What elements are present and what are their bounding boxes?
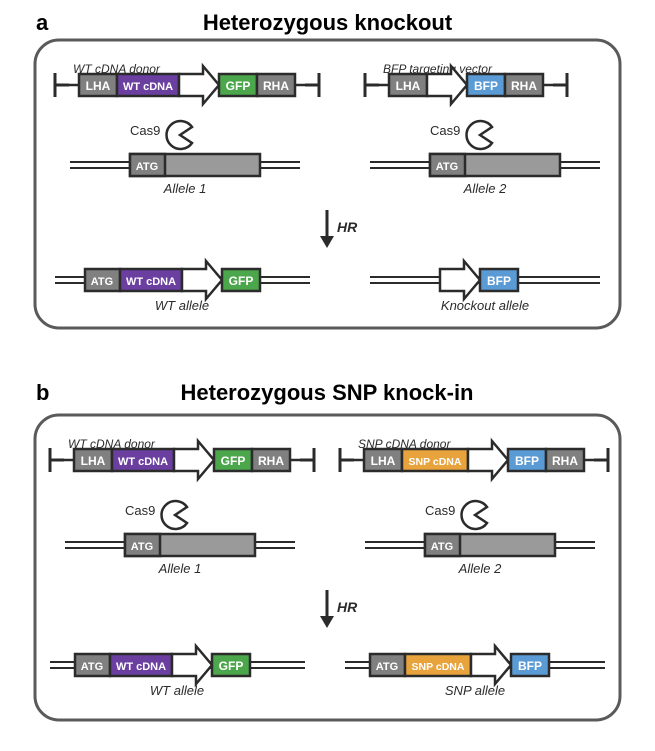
svg-text:ATG: ATG	[436, 161, 458, 173]
svg-text:Cas9: Cas9	[430, 123, 460, 138]
svg-text:RHA: RHA	[511, 79, 537, 93]
svg-text:Cas9: Cas9	[130, 123, 160, 138]
svg-text:BFP: BFP	[515, 454, 539, 468]
svg-text:GFP: GFP	[229, 274, 254, 288]
svg-text:ATG: ATG	[376, 661, 398, 673]
panel-b-title: Heterozygous SNP knock-in	[181, 380, 474, 405]
hr-arrow-a: HR	[320, 210, 358, 248]
svg-text:Allele 1: Allele 1	[158, 561, 202, 576]
allele2-a: Cas9 ATG Allele 2	[370, 121, 600, 196]
wt-cdna-donor-b: WT cDNA donor LHA WT cDNA GFP RHA	[50, 437, 314, 479]
svg-text:WT cDNA: WT cDNA	[118, 456, 168, 468]
svg-text:WT allele: WT allele	[155, 298, 209, 313]
snp-allele-result-b: ATG SNP cDNA BFP SNP allele	[345, 646, 605, 698]
svg-text:GFP: GFP	[219, 659, 244, 673]
svg-text:LHA: LHA	[86, 79, 111, 93]
svg-text:Knockout allele: Knockout allele	[441, 298, 529, 313]
wt-allele-result-b: ATG WT cDNA GFP WT allele	[50, 646, 305, 698]
allele2-b: Cas9 ATG Allele 2	[365, 501, 595, 576]
svg-text:Allele 2: Allele 2	[458, 561, 502, 576]
svg-text:LHA: LHA	[396, 79, 421, 93]
svg-text:RHA: RHA	[263, 79, 289, 93]
svg-text:ATG: ATG	[91, 276, 113, 288]
svg-text:HR: HR	[337, 599, 358, 615]
svg-text:WT cDNA: WT cDNA	[116, 661, 166, 673]
svg-text:Allele 2: Allele 2	[463, 181, 507, 196]
hr-arrow-b: HR	[320, 590, 358, 628]
svg-text:Allele 1: Allele 1	[163, 181, 207, 196]
allele1-b: Cas9 ATG Allele 1	[65, 501, 295, 576]
svg-text:GFP: GFP	[221, 454, 246, 468]
svg-text:SNP allele: SNP allele	[445, 683, 505, 698]
svg-text:WT allele: WT allele	[150, 683, 204, 698]
svg-text:RHA: RHA	[258, 454, 284, 468]
svg-text:Cas9: Cas9	[125, 503, 155, 518]
svg-text:ATG: ATG	[81, 661, 103, 673]
diagram-svg: WT cDNA donor LHA WT cDNA GFP RHA BFP ta…	[0, 0, 655, 751]
svg-text:ATG: ATG	[136, 161, 158, 173]
svg-text:Cas9: Cas9	[425, 503, 455, 518]
svg-text:HR: HR	[337, 219, 358, 235]
bfp-targeting-vector-a: BFP targeting vector LHA BFP RHA	[365, 62, 567, 104]
allele1-a: Cas9 ATG Allele 1	[70, 121, 300, 196]
svg-text:SNP cDNA: SNP cDNA	[409, 456, 462, 468]
svg-text:BFP: BFP	[474, 79, 498, 93]
snp-cdna-donor-b: SNP cDNA donor LHA SNP cDNA BFP RHA	[340, 437, 608, 479]
svg-text:BFP: BFP	[487, 274, 511, 288]
svg-text:GFP: GFP	[226, 79, 251, 93]
svg-text:BFP: BFP	[518, 659, 542, 673]
svg-text:WT cDNA: WT cDNA	[126, 276, 176, 288]
knockout-allele-result-a: BFP Knockout allele	[370, 261, 600, 313]
svg-text:RHA: RHA	[552, 454, 578, 468]
svg-text:WT cDNA: WT cDNA	[123, 81, 173, 93]
svg-text:ATG: ATG	[131, 541, 153, 553]
svg-text:ATG: ATG	[431, 541, 453, 553]
panel-b-label: b	[36, 380, 49, 405]
svg-text:LHA: LHA	[371, 454, 396, 468]
svg-text:LHA: LHA	[81, 454, 106, 468]
svg-text:SNP cDNA: SNP cDNA	[412, 661, 465, 673]
panel-a-title: Heterozygous knockout	[0, 10, 655, 36]
wt-cdna-donor-a: WT cDNA donor LHA WT cDNA GFP RHA	[55, 62, 319, 104]
wt-allele-result-a: ATG WT cDNA GFP WT allele	[55, 261, 310, 313]
